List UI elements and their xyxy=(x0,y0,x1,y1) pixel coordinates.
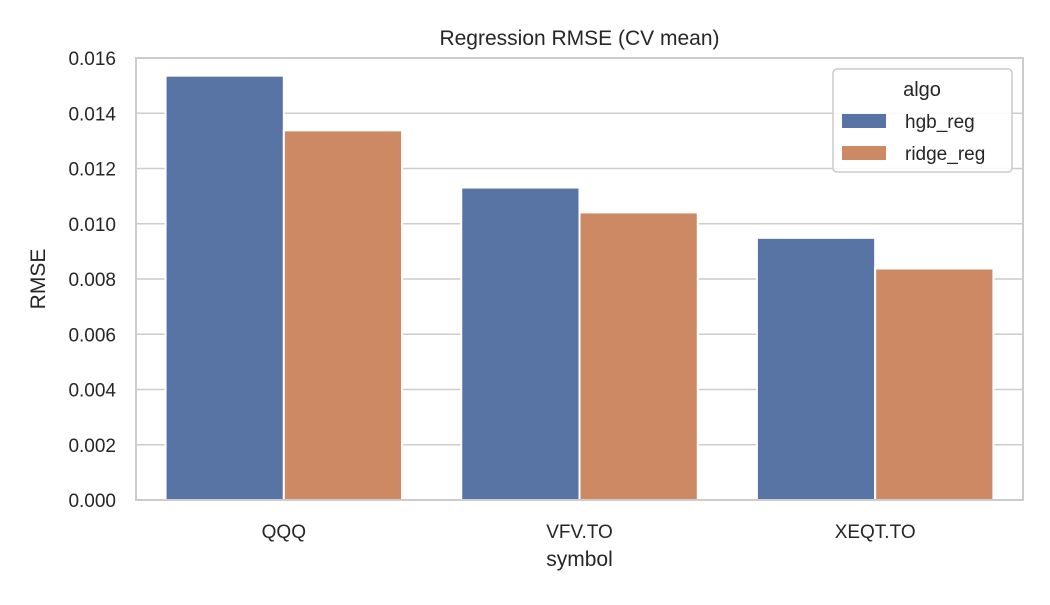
x-tick-label: QQQ xyxy=(262,522,306,543)
y-tick-label: 0.004 xyxy=(68,381,116,402)
y-tick-label: 0.008 xyxy=(68,270,116,291)
plot-frame xyxy=(135,57,1024,501)
x-tick-label: XEQT.TO xyxy=(835,522,916,543)
x-tick-label: VFV.TO xyxy=(546,522,613,543)
y-tick-label: 0.002 xyxy=(68,436,116,457)
bar-hgb-reg-vfv-to xyxy=(460,186,581,501)
bar-hgb-reg-qqq xyxy=(164,74,285,502)
y-tick-label: 0.010 xyxy=(68,215,116,236)
y-tick-label: 0.014 xyxy=(68,104,116,125)
legend-title: algo xyxy=(903,79,941,101)
y-axis-label: RMSE xyxy=(27,249,50,310)
y-tick-label: 0.000 xyxy=(68,491,116,512)
y-tick-label: 0.012 xyxy=(68,160,116,181)
legend-label-hgb-reg: hgb_reg xyxy=(905,112,975,133)
legend: algo hgb_reg ridge_reg xyxy=(832,68,1013,173)
x-axis-label: symbol xyxy=(546,548,613,571)
bars xyxy=(164,74,995,502)
bar-ridge-reg-qqq xyxy=(282,129,404,501)
x-tick-labels: QQQ VFV.TO XEQT.TO xyxy=(262,522,916,543)
chart-title: Regression RMSE (CV mean) xyxy=(439,27,719,50)
y-tick-label: 0.006 xyxy=(68,325,116,346)
legend-label-ridge-reg: ridge_reg xyxy=(905,144,985,165)
y-tick-label: 0.016 xyxy=(68,49,116,70)
bar-ridge-reg-vfv-to xyxy=(578,211,699,502)
legend-swatch-ridge-reg xyxy=(842,146,886,160)
legend-swatch-hgb-reg xyxy=(842,114,886,128)
bar-ridge-reg-xeqt-to xyxy=(874,267,995,501)
bar-hgb-reg-xeqt-to xyxy=(755,236,877,501)
y-tick-labels: 0.000 0.002 0.004 0.006 0.008 0.010 0.012 0.014… xyxy=(68,49,116,512)
